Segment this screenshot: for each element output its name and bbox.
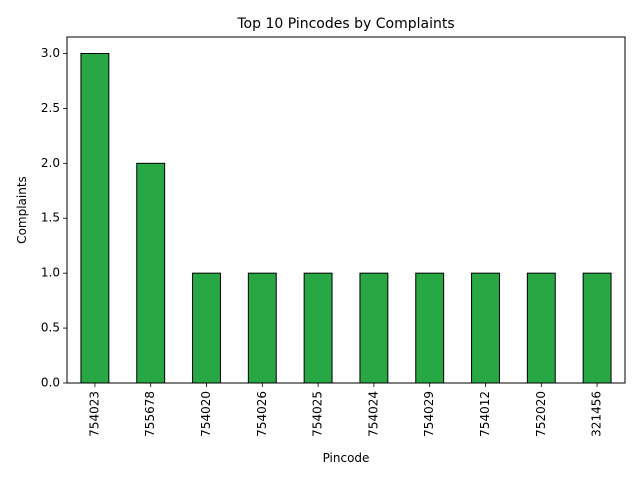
x-tick-label: 754029 xyxy=(422,391,436,437)
plot-area: 754023 755678 754020 754026 754025 754024 7540… xyxy=(41,36,626,437)
y-tick-label: 0.5 xyxy=(41,321,60,335)
bar-321456 xyxy=(582,272,612,384)
x-tick-label: 754020 xyxy=(199,391,213,437)
y-tick-label: 1.0 xyxy=(41,266,60,280)
plot-frame xyxy=(66,36,626,384)
x-tick-label: 754024 xyxy=(366,391,380,437)
bar-754024 xyxy=(359,272,389,384)
x-axis-label: Pincode xyxy=(323,451,370,465)
chart-title: Top 10 Pincodes by Complaints xyxy=(236,16,454,32)
x-tick-label: 755678 xyxy=(143,391,157,437)
y-tick-label: 1.5 xyxy=(41,211,60,225)
x-tick-label: 754025 xyxy=(311,391,325,437)
bar-754026 xyxy=(247,272,277,384)
y-tick-label: 2.0 xyxy=(41,156,60,170)
y-tick-label: 0.0 xyxy=(41,376,60,390)
bar-754025 xyxy=(303,272,333,384)
x-tick-label: 754026 xyxy=(255,391,269,437)
bar-752020 xyxy=(526,272,556,384)
bar-754012 xyxy=(471,272,500,384)
y-axis-label: Complaints xyxy=(15,176,29,244)
x-tick-label: 752020 xyxy=(534,391,548,437)
bar-755678 xyxy=(136,162,166,384)
x-tick-label: 321456 xyxy=(590,391,604,437)
bar-754023 xyxy=(80,52,110,384)
bar-754020 xyxy=(192,272,221,384)
x-tick-label: 754023 xyxy=(87,391,101,437)
y-tick-label: 2.5 xyxy=(41,101,60,115)
y-tick-label: 3.0 xyxy=(41,46,60,60)
bar-754029 xyxy=(415,272,445,384)
x-tick-label: 754012 xyxy=(478,391,492,437)
